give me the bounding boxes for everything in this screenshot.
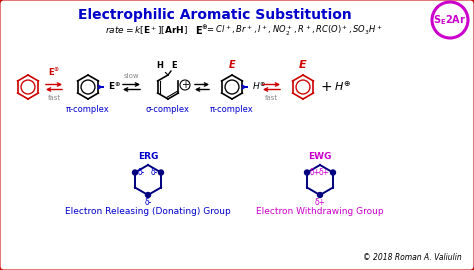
Text: +: + — [320, 80, 332, 94]
Circle shape — [330, 170, 336, 175]
Text: +: + — [181, 80, 189, 90]
Text: ERG: ERG — [138, 152, 158, 161]
Text: fast: fast — [264, 95, 278, 101]
Text: δ+: δ+ — [315, 198, 326, 207]
Text: Electron Withdrawing Group: Electron Withdrawing Group — [256, 207, 384, 215]
Text: EWG: EWG — [308, 152, 332, 161]
Circle shape — [146, 193, 151, 197]
Text: π-complex: π-complex — [66, 104, 110, 113]
Text: δ-: δ- — [138, 168, 146, 177]
Text: $H^{\oplus}$: $H^{\oplus}$ — [252, 80, 266, 92]
Circle shape — [158, 170, 164, 175]
Text: H: H — [156, 61, 163, 70]
Text: $rate = k[\mathbf{E}^+][\mathbf{ArH}]$: $rate = k[\mathbf{E}^+][\mathbf{ArH}]$ — [105, 25, 188, 37]
Text: Electron Releasing (Donating) Group: Electron Releasing (Donating) Group — [65, 207, 231, 215]
Text: $\mathbf{E}^{\oplus}$: $\mathbf{E}^{\oplus}$ — [195, 23, 209, 36]
Text: δ+: δ+ — [319, 168, 330, 177]
Text: $= Cl^+, Br^+, I^+, NO_2^+, R^+, RC(O)^+, SO_3H^+$: $= Cl^+, Br^+, I^+, NO_2^+, R^+, RC(O)^+… — [205, 24, 383, 38]
Text: δ+: δ+ — [310, 168, 321, 177]
Text: E: E — [228, 60, 235, 70]
Circle shape — [304, 170, 310, 175]
Text: $\mathbf{E}^{\oplus}$: $\mathbf{E}^{\oplus}$ — [48, 66, 60, 78]
Text: E: E — [171, 61, 177, 70]
Circle shape — [318, 193, 322, 197]
Text: Electrophilic Aromatic Substitution: Electrophilic Aromatic Substitution — [78, 8, 352, 22]
Text: $\mathbf{E}^{\oplus}$: $\mathbf{E}^{\oplus}$ — [108, 80, 121, 92]
Text: © 2018 Roman A. Valiulin: © 2018 Roman A. Valiulin — [363, 252, 462, 262]
Text: δ-: δ- — [151, 168, 158, 177]
Text: fast: fast — [47, 95, 61, 101]
Circle shape — [133, 170, 137, 175]
Text: δ-: δ- — [144, 198, 152, 207]
Text: $H^{\oplus}$: $H^{\oplus}$ — [334, 79, 351, 93]
Text: slow: slow — [123, 73, 139, 79]
Text: π-complex: π-complex — [210, 104, 254, 113]
Text: E: E — [299, 60, 307, 70]
Text: $\mathbf{S_E2Ar}$: $\mathbf{S_E2Ar}$ — [433, 13, 466, 27]
Text: σ-complex: σ-complex — [146, 104, 190, 113]
